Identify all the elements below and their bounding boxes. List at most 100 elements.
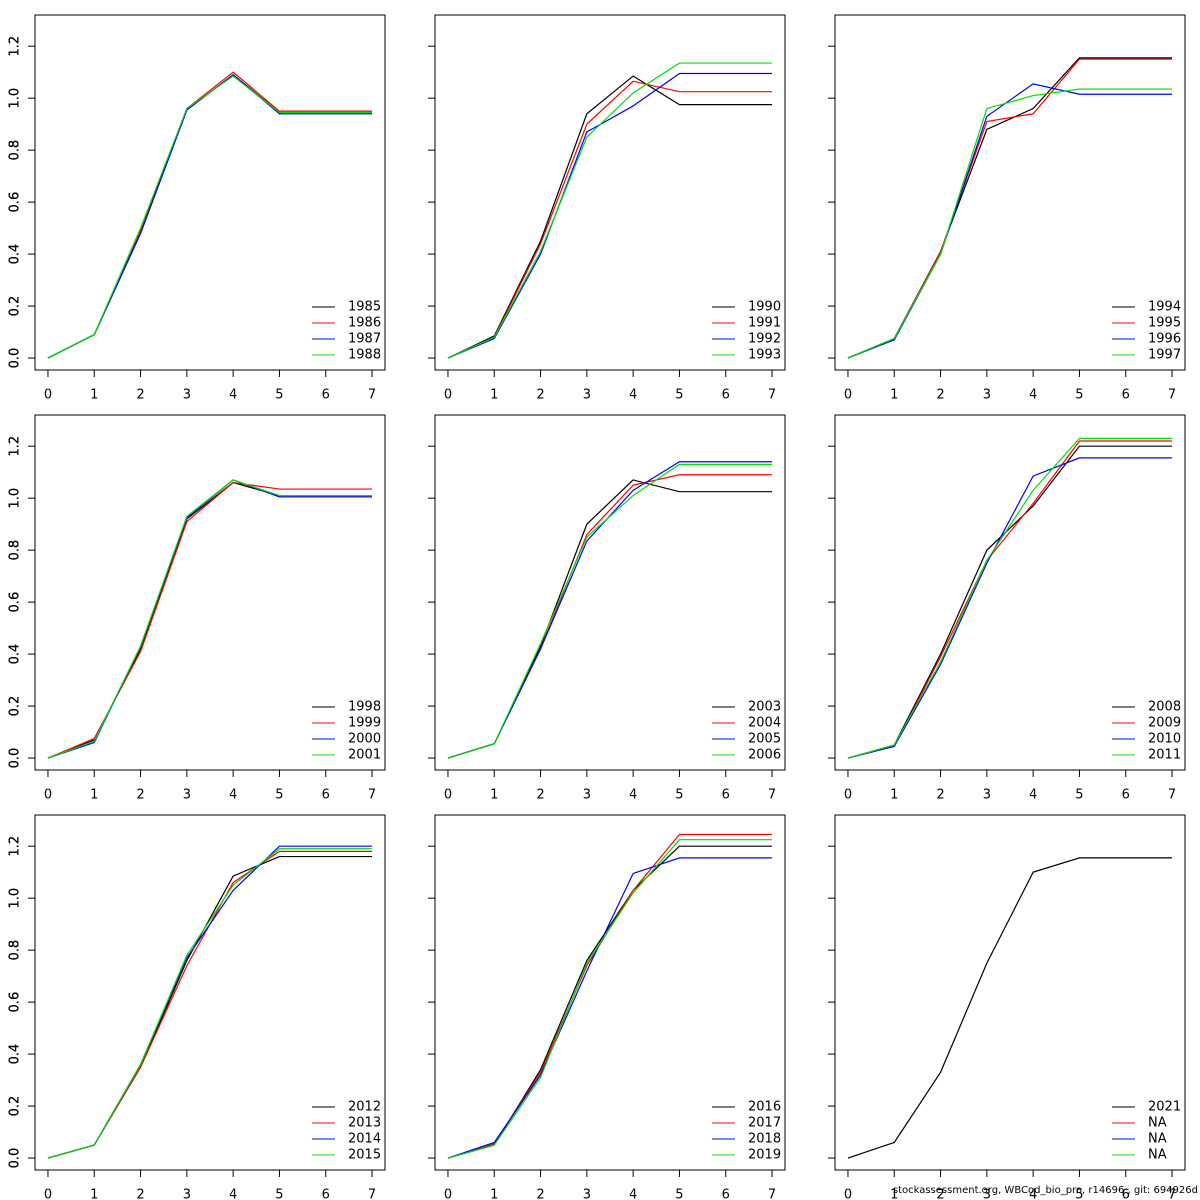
panel: 0.00.20.40.60.81.01.20 1 2 3 4 5 6 720032004200… — [8, 414, 786, 803]
y-tick-label: 1.2 — [8, 36, 23, 57]
x-tick-label: 5 — [675, 388, 683, 403]
legend-label: 1997 — [1148, 348, 1181, 363]
x-tick-label: 0 — [844, 788, 852, 803]
y-tick-label: 0.6 — [8, 992, 23, 1013]
y-tick-label: 0.4 — [8, 644, 23, 665]
legend-label: 2004 — [748, 716, 781, 731]
series-line — [47, 848, 373, 1159]
x-tick-label: 1 — [490, 1188, 498, 1200]
series-line — [447, 80, 773, 359]
y-tick-label: 0.6 — [8, 992, 23, 1013]
panel: 0.00.20.40.60.81.01.20 1 2 3 4 5 6 719901991199… — [8, 14, 786, 403]
y-tick-label: 0.2 — [8, 1096, 23, 1117]
y-tick-label: 0.2 — [8, 1096, 23, 1117]
x-tick-label: 5 — [675, 1188, 683, 1200]
series-line — [447, 839, 773, 1159]
y-tick-label: 1.0 — [8, 888, 23, 909]
x-tick-label: 2 — [536, 388, 544, 403]
y-tick-label: 0.2 — [8, 696, 23, 717]
x-tick-label: 1 — [890, 788, 898, 803]
x-tick-label: 1 — [890, 1188, 898, 1200]
legend-label: 2019 — [748, 1148, 781, 1163]
y-tick-label: 0.0 — [8, 348, 23, 369]
y-tick-label: 0.0 — [8, 1148, 23, 1169]
legend-label: 1992 — [748, 332, 781, 347]
y-tick-label: 0.8 — [8, 940, 23, 961]
x-tick-label: 4 — [1029, 1188, 1037, 1200]
x-tick-label: 2 — [536, 1188, 544, 1200]
footer: stockassessment.org, WBCod_bio_pro, r146… — [893, 1185, 1198, 1196]
x-tick-label: 3 — [583, 1188, 591, 1200]
x-tick-label: 0 — [44, 788, 52, 803]
y-tick-label: 0.4 — [8, 1044, 23, 1065]
legend-label: 2013 — [348, 1116, 381, 1131]
y-tick-label: 0.8 — [8, 140, 23, 161]
y-tick-label: 1.0 — [8, 88, 23, 109]
panel: 0.00.20.40.60.81.01.20 1 2 3 4 5 6 719981999200… — [8, 414, 386, 803]
legend-label: 1999 — [348, 716, 381, 731]
y-tick-label: 1.0 — [8, 888, 23, 909]
x-tick-label: 1 — [90, 1188, 98, 1200]
x-tick-label: 6 — [1122, 388, 1130, 403]
y-tick-label: 0.8 — [8, 940, 23, 961]
y-tick-label: 1.0 — [8, 88, 23, 109]
y-tick-label: 1.2 — [8, 36, 23, 57]
x-tick-label: 4 — [629, 388, 637, 403]
legend-label: 2018 — [748, 1132, 781, 1147]
y-tick-label: 0.4 — [8, 1044, 23, 1065]
y-tick-label: 1.2 — [8, 836, 23, 857]
legend-label: NA — [1148, 1148, 1167, 1163]
legend-label: 2005 — [748, 732, 781, 747]
y-tick-label: 0.6 — [8, 192, 23, 213]
y-tick-label: 0.8 — [8, 140, 23, 161]
x-tick-label: 2 — [136, 788, 144, 803]
x-tick-label: 3 — [583, 788, 591, 803]
series-line — [847, 457, 1173, 759]
x-tick-label: 1 — [90, 388, 98, 403]
x-tick-label: 7 — [768, 388, 776, 403]
plot-frame — [34, 414, 386, 771]
legend-label: 1987 — [348, 332, 381, 347]
x-tick-label: 7 — [368, 388, 376, 403]
series-line — [447, 62, 773, 359]
x-tick-label: 7 — [368, 788, 376, 803]
panel: 0.00.20.40.60.81.01.20 1 2 3 4 5 6 720122013201… — [8, 814, 386, 1200]
y-tick-label: 0.6 — [8, 592, 23, 613]
y-tick-label: 0.2 — [8, 296, 23, 317]
plot-frame — [834, 414, 1186, 771]
series-line — [847, 437, 1173, 759]
x-tick-label: 4 — [629, 1188, 637, 1200]
y-tick-label: 1.2 — [8, 436, 23, 457]
x-tick-label: 2 — [936, 788, 944, 803]
panel: 0.00.20.40.60.81.01.20 1 2 3 4 5 6 720082009201… — [8, 414, 1186, 803]
x-tick-label: 4 — [229, 788, 237, 803]
y-tick-label: 0.6 — [8, 192, 23, 213]
legend-label: NA — [1148, 1116, 1167, 1131]
legend-label: NA — [1148, 1132, 1167, 1147]
legend-label: 2017 — [748, 1116, 781, 1131]
x-tick-label: 0 — [44, 388, 52, 403]
y-tick-label: 0.2 — [8, 696, 23, 717]
y-tick-label: 0.6 — [8, 992, 23, 1013]
y-tick-label: 0.0 — [8, 748, 23, 769]
y-tick-label: 0.6 — [8, 192, 23, 213]
y-tick-label: 1.0 — [8, 488, 23, 509]
y-tick-label: 0.0 — [8, 348, 23, 369]
legend-label: 1986 — [348, 316, 381, 331]
legend-label: 1990 — [748, 300, 781, 315]
legend-label: 2021 — [1148, 1100, 1181, 1115]
x-tick-label: 6 — [722, 788, 730, 803]
y-tick-label: 0.2 — [8, 1096, 23, 1117]
y-tick-label: 0.8 — [8, 940, 23, 961]
y-tick-label: 0.0 — [8, 748, 23, 769]
y-tick-label: 0.8 — [8, 540, 23, 561]
legend-label: 2009 — [1148, 716, 1181, 731]
y-tick-label: 0.8 — [8, 140, 23, 161]
y-tick-label: 0.6 — [8, 592, 23, 613]
y-tick-label: 0.4 — [8, 244, 23, 265]
x-tick-label: 7 — [368, 1188, 376, 1200]
x-tick-label: 6 — [322, 1188, 330, 1200]
y-tick-label: 0.2 — [8, 296, 23, 317]
